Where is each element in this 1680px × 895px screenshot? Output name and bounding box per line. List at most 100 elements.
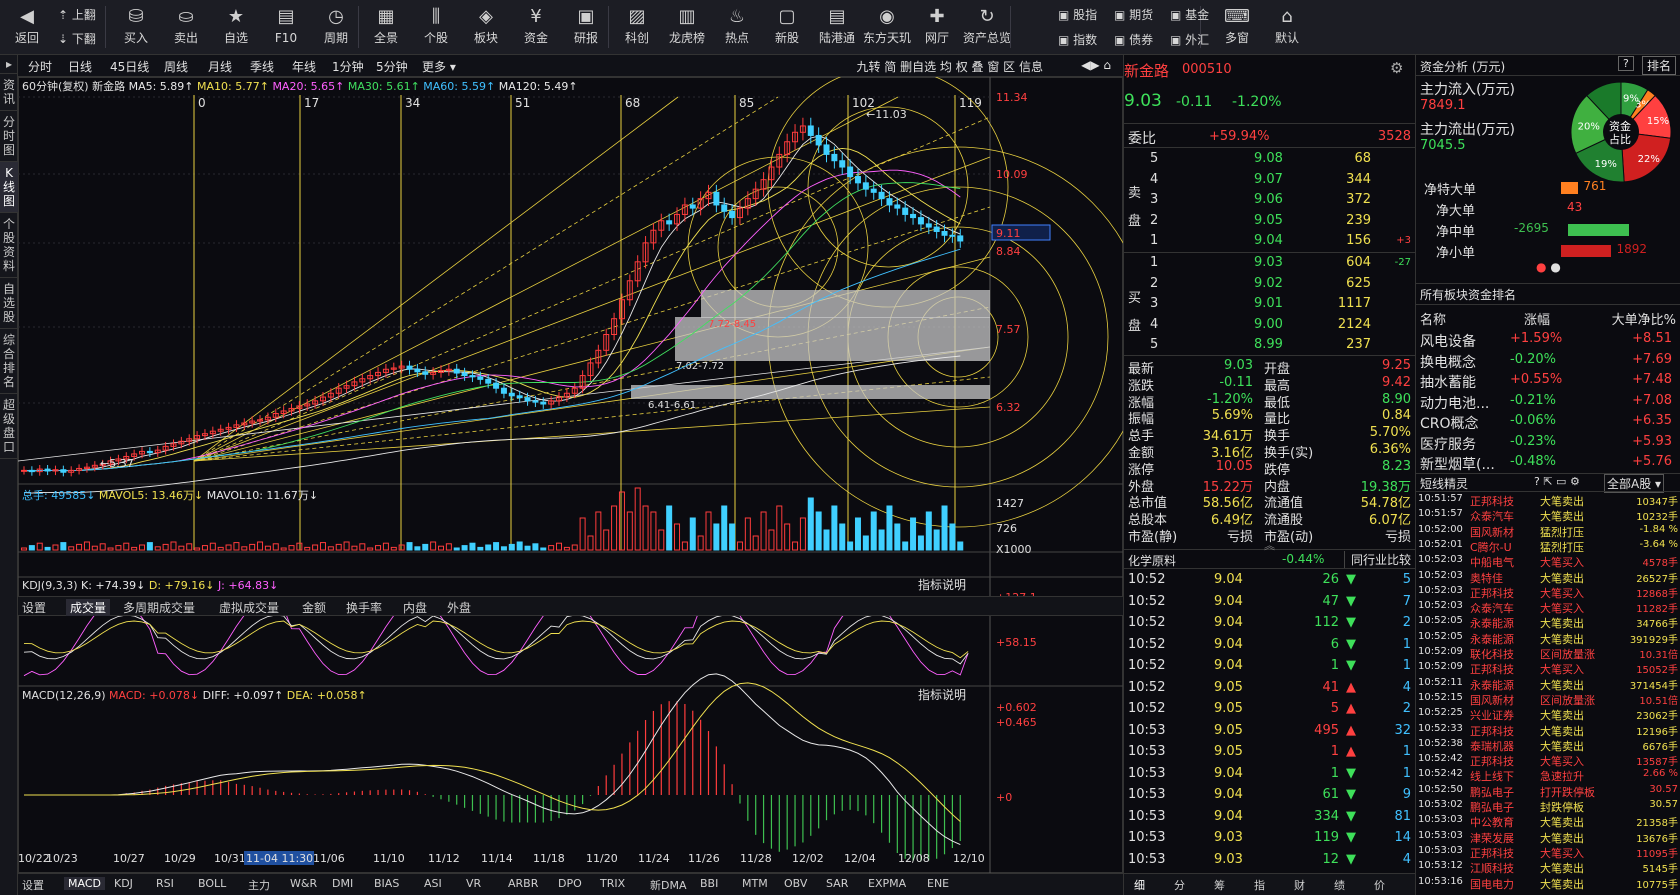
kdj-explain-link[interactable]: 指标说明 (918, 577, 966, 592)
period-tab-item-3[interactable]: 周线 (164, 60, 189, 74)
side-tab-item-5[interactable]: 综合排名 (0, 329, 18, 394)
bid-price[interactable]: 9.00 (1254, 316, 1283, 332)
bid-price[interactable]: 9.01 (1254, 296, 1283, 311)
quote-tab-item-3[interactable]: 指 (1254, 879, 1265, 892)
sprite-stock[interactable]: 众泰汽车 (1470, 510, 1514, 524)
market-item-5[interactable]: ▣ 外汇 (1170, 33, 1210, 47)
kline-chart-area[interactable]: 60分钟(复权) 新金路 MA5: 5.89↑ MA10: 5.77↑ MA20… (18, 77, 1123, 873)
bottom-tab-item-6[interactable]: W&R (290, 877, 318, 890)
rank-button[interactable]: 排名 (1642, 56, 1677, 75)
indicator-tab-item-5[interactable]: 换手率 (346, 601, 383, 615)
flame-button[interactable]: ♨ 热点 (712, 4, 762, 52)
sprite-stock[interactable]: C腾尔-U (1470, 540, 1512, 554)
sprite-stock[interactable]: 正邦科技 (1470, 846, 1514, 860)
back-arrow-button[interactable]: ◀ 返回 (2, 4, 52, 52)
bottom-tab-item-3[interactable]: RSI (156, 877, 174, 890)
sprite-stock[interactable]: 鹏弘电子 (1470, 801, 1514, 814)
period-tab-item-9[interactable]: 更多 ▾ (422, 60, 456, 74)
collapse-arrow-icon[interactable]: ▸ (0, 55, 18, 74)
sell-bag-button[interactable]: ⛀ 卖出 (161, 4, 211, 52)
sprite-stock[interactable]: 江顺科技 (1470, 862, 1514, 876)
market-item-1[interactable]: ▣ 期货 (1114, 8, 1154, 22)
sprite-stock[interactable]: 正邦科技 (1470, 755, 1514, 769)
sprite-stock[interactable]: 兴业证券 (1470, 709, 1514, 723)
sprite-stock[interactable]: 线上线下 (1470, 770, 1514, 784)
sprite-stock[interactable]: 正邦科技 (1470, 724, 1514, 738)
bottom-tab-item-1[interactable]: MACD (64, 877, 105, 890)
period-tab-item-0[interactable]: 分时 (28, 60, 53, 74)
ask-price[interactable]: 9.08 (1254, 151, 1283, 166)
bottom-tab-item-5[interactable]: 主力 (248, 879, 270, 892)
bottom-tab-item-2[interactable]: KDJ (114, 877, 133, 890)
sprite-stock[interactable]: 鹏弘电子 (1470, 785, 1514, 799)
side-tab-item-3[interactable]: 个股资料 (0, 213, 18, 278)
sprite-stock[interactable]: 永泰能源 (1470, 678, 1514, 692)
sprite-stock[interactable]: 永泰能源 (1470, 632, 1514, 646)
bottom-tab-item-20[interactable]: ENE (927, 877, 950, 890)
quote-tab-item-6[interactable]: 价 (1374, 879, 1385, 892)
sprite-stock[interactable]: 正邦科技 (1470, 663, 1514, 677)
bottom-tab-item-17[interactable]: OBV (784, 877, 808, 890)
indicator-tab-item-4[interactable]: 金额 (302, 601, 327, 615)
building-button[interactable]: ▤ 陆港通 (812, 4, 862, 52)
rank-name[interactable]: 换电概念 (1420, 354, 1476, 371)
quote-tab-item-1[interactable]: 分 (1174, 879, 1185, 892)
sprite-stock[interactable]: 联化科技 (1470, 648, 1514, 661)
indicator-tab-item-1[interactable]: 成交量 (66, 599, 111, 616)
period-tab-item-8[interactable]: 5分钟 (376, 60, 408, 74)
star-button[interactable]: ★ 自选 (211, 4, 261, 52)
market-item-0[interactable]: ▣ 股指 (1058, 8, 1098, 22)
indicator-tab-item-2[interactable]: 多周期成交量 (123, 601, 196, 615)
sprite-stock[interactable]: 中公教育 (1470, 816, 1514, 830)
ask-price[interactable]: 9.06 (1254, 192, 1283, 207)
bottom-tab-item-13[interactable]: TRIX (600, 877, 626, 890)
sprite-filter-select[interactable]: 全部A股 ▾ (1604, 474, 1665, 493)
bottom-tab-item-19[interactable]: EXPMA (868, 877, 907, 890)
help-button[interactable]: ? (1618, 56, 1634, 71)
page-down-button[interactable]: ⇣ 下翻 (58, 32, 96, 46)
kechuang-button[interactable]: ▨ 科创 (612, 4, 662, 52)
indicator-tab-item-7[interactable]: 外盘 (447, 601, 472, 615)
rank-header-name[interactable]: 名称 (1420, 313, 1447, 328)
candles-button[interactable]: ⫼ 个股 (411, 4, 461, 52)
quote-tab-item-0[interactable]: 细 (1134, 879, 1145, 892)
sprite-stock[interactable]: 津荣发展 (1470, 831, 1514, 845)
sprite-stock[interactable]: 国风新材 (1470, 693, 1514, 707)
chart-tools[interactable]: 九转 简 删自选 均 权 叠 窗 区 信息 (856, 60, 1043, 74)
bottom-tab-item-11[interactable]: ARBR (508, 877, 539, 890)
period-tab-item-4[interactable]: 月线 (208, 60, 233, 74)
bid-price[interactable]: 8.99 (1254, 337, 1283, 352)
buy-bag-button[interactable]: ⛁ 买入 (111, 4, 161, 52)
indicator-tab-item-0[interactable]: 设置 (22, 601, 47, 615)
period-tab-item-2[interactable]: 45日线 (110, 60, 150, 74)
rank-header-net[interactable]: 大单净比% (1611, 313, 1676, 328)
refresh-button[interactable]: ↻ 资产总览 (962, 4, 1012, 52)
yen-button[interactable]: ¥ 资金 (511, 4, 561, 52)
bottom-tab-item-9[interactable]: ASI (424, 877, 442, 890)
grid-button[interactable]: ▦ 全景 (361, 4, 411, 52)
side-tab-item-1[interactable]: 分时图 (0, 111, 18, 162)
rank-header-pct[interactable]: 涨幅 (1524, 313, 1551, 328)
ask-price[interactable]: 9.05 (1254, 212, 1283, 228)
clock-button[interactable]: ◷ 周期 (311, 4, 361, 52)
rank-name[interactable]: CRO概念 (1420, 416, 1479, 432)
bottom-tab-item-16[interactable]: MTM (742, 877, 768, 890)
market-item-4[interactable]: ▣ 债券 (1114, 33, 1154, 47)
period-tab-item-5[interactable]: 季线 (250, 60, 275, 74)
ipo-button[interactable]: ▢ 新股 (762, 4, 812, 52)
sprite-stock[interactable]: 国电电力 (1470, 877, 1514, 891)
period-tab-item-7[interactable]: 1分钟 (332, 60, 364, 74)
bid-price[interactable]: 9.03 (1254, 255, 1283, 270)
market-item-3[interactable]: ▣ 指数 (1058, 33, 1098, 47)
bottom-tab-item-7[interactable]: DMI (332, 877, 354, 890)
sprite-stock[interactable]: 永泰能源 (1470, 617, 1514, 631)
quote-tab-item-4[interactable]: 财 (1294, 879, 1305, 892)
sprite-stock[interactable]: 泰瑞机器 (1470, 739, 1514, 753)
layers-button[interactable]: ◈ 板块 (461, 4, 511, 52)
side-tab-item-0[interactable]: 资讯 (0, 74, 18, 111)
bottom-tab-item-0[interactable]: 设置 (22, 879, 44, 892)
market-item-2[interactable]: ▣ 基金 (1170, 8, 1210, 22)
page-dots[interactable]: ● ● (1536, 260, 1561, 274)
page-up-button[interactable]: ⇡ 上翻 (58, 8, 96, 22)
